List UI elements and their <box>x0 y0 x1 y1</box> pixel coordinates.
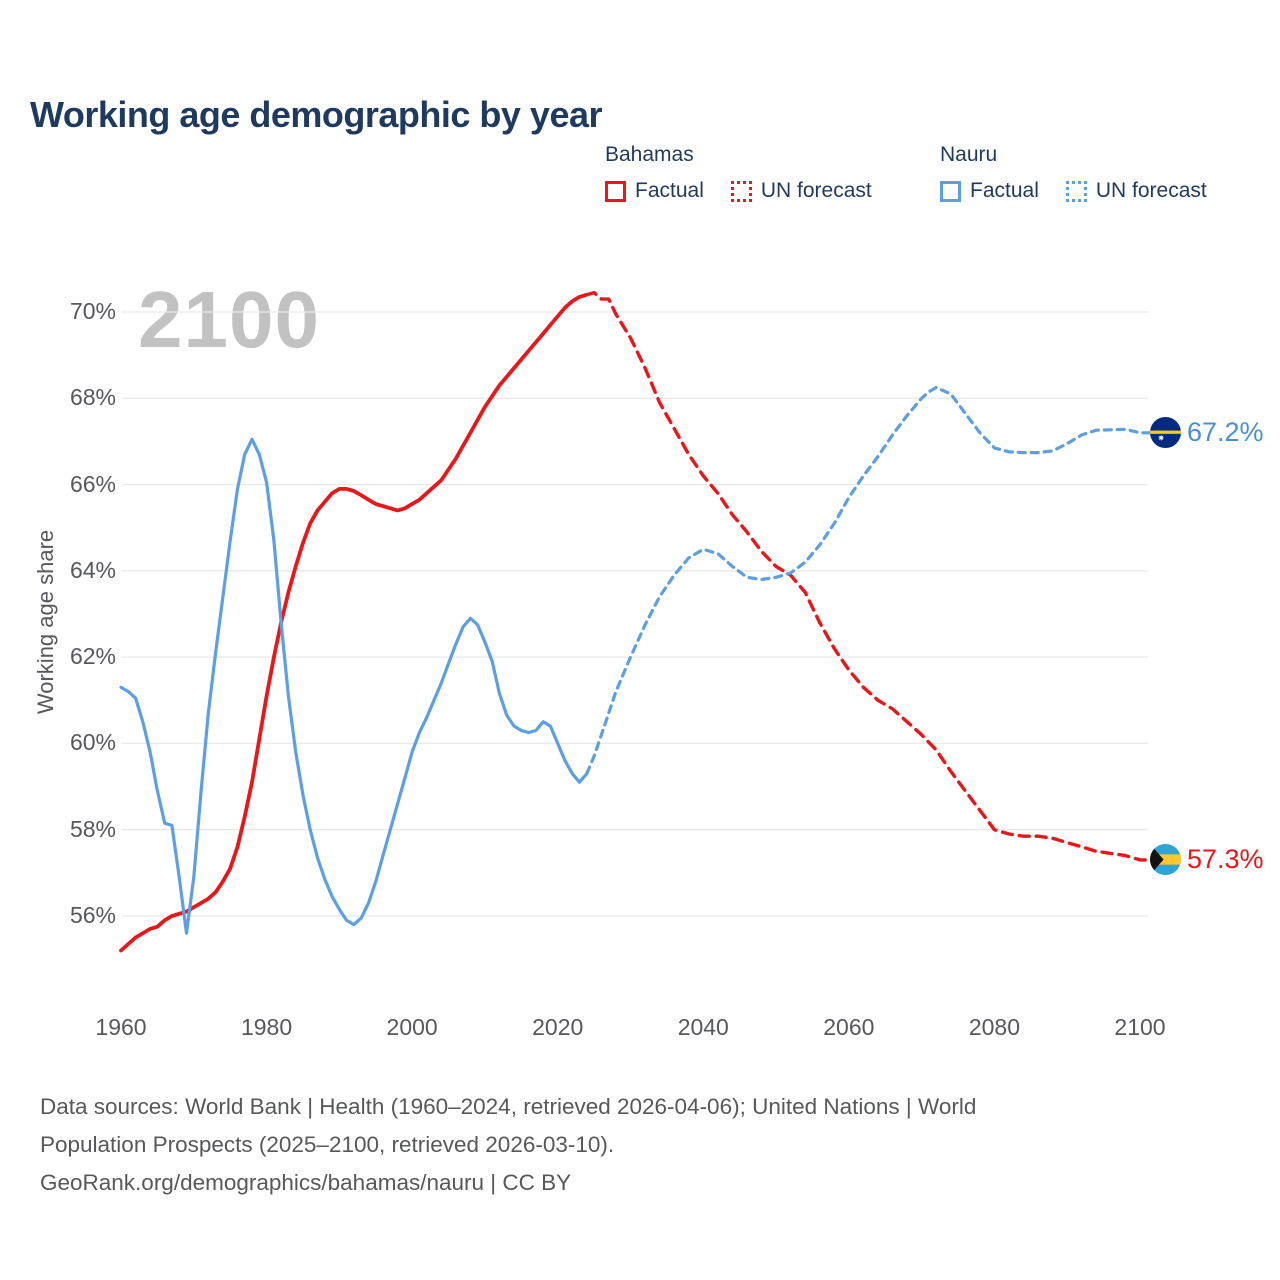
data-sources-line-2: Population Prospects (2025–2100, retriev… <box>40 1132 615 1157</box>
legend-group-label-nauru: Nauru <box>940 143 998 166</box>
page-title: Working age demographic by year <box>30 94 603 136</box>
nauru-factual-swatch-icon <box>940 180 961 202</box>
legend-item-label: Factual <box>635 179 704 202</box>
nauru-flag-icon <box>1150 417 1181 449</box>
x-tick-label: 2080 <box>968 1014 1020 1040</box>
y-tick-label: 64% <box>69 556 116 583</box>
legend-group-label-bahamas: Bahamas <box>605 143 694 166</box>
legend-group-bahamas: Bahamas Factual UN forecast <box>605 143 872 203</box>
legend-item-bahamas-factual[interactable]: Factual <box>605 179 704 203</box>
legend-group-nauru: Nauru Factual UN forecast <box>940 143 1207 203</box>
legend-item-bahamas-forecast[interactable]: UN forecast <box>730 179 872 203</box>
y-tick-label: 60% <box>69 729 116 756</box>
y-tick-label: 68% <box>69 384 116 411</box>
nauru-end-value: 67.2% <box>1187 417 1264 448</box>
bahamas-end-value: 57.3% <box>1187 844 1264 875</box>
y-tick-label: 56% <box>69 901 116 928</box>
bahamas-flag-icon <box>1150 844 1181 876</box>
data-sources: Data sources: World Bank | Health (1960–… <box>40 1088 1170 1202</box>
nauru-end-label: 67.2% <box>1150 417 1264 449</box>
x-tick-label: 1980 <box>240 1014 293 1040</box>
bahamas-end-label: 57.3% <box>1150 844 1264 876</box>
bahamas-factual-swatch-icon <box>605 180 626 202</box>
legend-item-label: Factual <box>970 179 1039 202</box>
y-tick-label: 70% <box>69 298 116 324</box>
x-tick-label: 2100 <box>1114 1014 1166 1040</box>
bahamas-un-forecast-line <box>585 290 1154 862</box>
nauru-forecast-swatch-icon <box>1065 180 1087 202</box>
x-tick-label: 2060 <box>823 1014 875 1040</box>
nauru-un-forecast-line <box>585 385 1154 776</box>
x-tick-label: 2040 <box>677 1014 729 1040</box>
y-tick-label: 62% <box>69 643 116 670</box>
data-sources-line-3: GeoRank.org/demographics/bahamas/nauru |… <box>40 1170 572 1195</box>
x-tick-label: 2000 <box>386 1014 438 1040</box>
legend-item-label: UN forecast <box>760 179 872 202</box>
watermark-year: 2100 <box>138 275 320 364</box>
legend-item-nauru-forecast[interactable]: UN forecast <box>1065 179 1207 203</box>
y-tick-label: 66% <box>69 470 116 497</box>
legend-item-label: UN forecast <box>1095 179 1207 202</box>
legend-item-nauru-factual[interactable]: Factual <box>940 179 1039 203</box>
nauru-factual-line <box>119 437 589 935</box>
x-tick-label: 1960 <box>95 1014 147 1040</box>
data-sources-line-1: Data sources: World Bank | Health (1960–… <box>40 1094 977 1119</box>
y-tick-label: 58% <box>69 815 116 842</box>
bahamas-forecast-swatch-icon <box>730 180 752 202</box>
x-tick-label: 2020 <box>532 1014 584 1040</box>
bahamas-factual-line <box>119 292 589 953</box>
